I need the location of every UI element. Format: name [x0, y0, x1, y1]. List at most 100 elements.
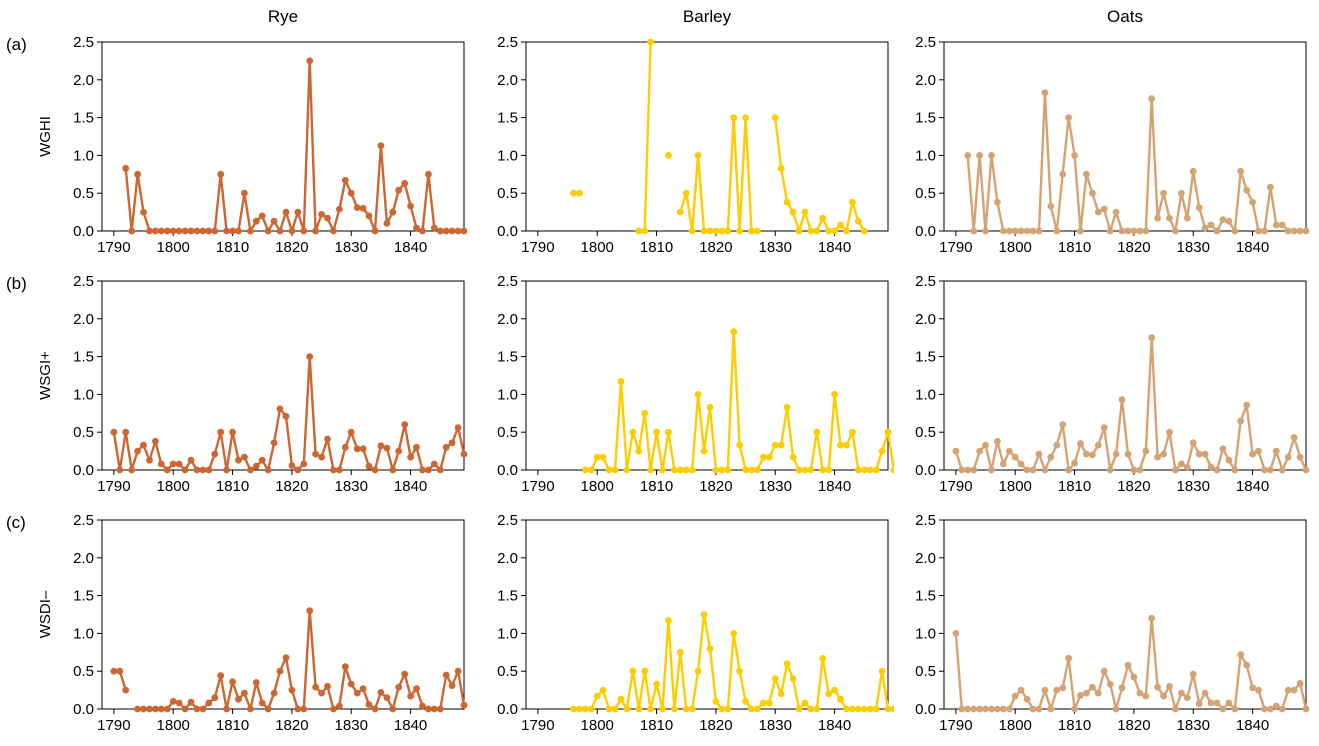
- data-point: [1124, 227, 1132, 235]
- data-point: [641, 409, 649, 417]
- data-point: [294, 208, 302, 216]
- data-point: [181, 227, 189, 235]
- data-point: [1130, 673, 1138, 681]
- data-point: [1011, 692, 1019, 700]
- data-point: [795, 466, 803, 474]
- data-point: [448, 227, 456, 235]
- data-point: [1142, 227, 1150, 235]
- y-tick-label: 1.0: [497, 625, 518, 642]
- data-point: [1035, 450, 1043, 458]
- data-point: [401, 421, 409, 428]
- data-point: [383, 444, 391, 452]
- x-tick-label: 1790: [521, 239, 554, 256]
- data-point: [659, 466, 666, 474]
- y-tick-label: 2.5: [497, 273, 518, 290]
- panel-oats-0: 0.0 0.5 1.0 1.5 2.0 2.5 1790 1800 1810 1820 1830 18…: [915, 34, 1310, 256]
- data-point: [1059, 421, 1067, 428]
- data-point: [1189, 670, 1197, 678]
- x-tick-label: 1820: [1117, 478, 1150, 495]
- data-point: [276, 227, 284, 235]
- data-point: [581, 705, 589, 713]
- data-point: [1106, 680, 1114, 688]
- data-point: [854, 466, 862, 474]
- data-point: [994, 705, 1001, 713]
- data-point: [718, 705, 726, 713]
- data-point: [1183, 463, 1191, 471]
- data-point: [819, 654, 827, 662]
- data-point: [700, 611, 708, 618]
- data-point: [1148, 95, 1156, 103]
- y-tick-label: 1.5: [73, 588, 94, 605]
- data-point: [442, 671, 450, 679]
- data-point: [383, 694, 391, 702]
- data-point: [187, 698, 195, 706]
- data-point: [1225, 699, 1233, 707]
- y-tick-label: 0.0: [915, 223, 936, 240]
- data-point: [223, 227, 231, 235]
- data-point: [982, 705, 989, 713]
- x-tick-label: 1800: [999, 239, 1032, 256]
- y-tick-label: 0.5: [73, 424, 94, 441]
- data-point: [122, 164, 130, 172]
- x-tick-label: 1790: [521, 478, 554, 495]
- series-barley: [581, 328, 894, 474]
- data-point: [801, 208, 809, 216]
- data-point: [1172, 227, 1179, 235]
- data-point: [605, 705, 613, 713]
- data-point: [1302, 705, 1310, 713]
- data-point: [324, 214, 331, 222]
- data-point: [1178, 460, 1185, 468]
- data-point: [169, 698, 177, 705]
- data-point: [1267, 466, 1274, 474]
- series-rye: [122, 57, 468, 235]
- data-point: [754, 227, 761, 235]
- y-tick-label: 2.5: [915, 34, 936, 51]
- data-point: [442, 443, 450, 451]
- data-point: [371, 466, 379, 474]
- data-point: [235, 227, 242, 235]
- data-point: [819, 214, 827, 222]
- data-point: [1023, 227, 1031, 235]
- data-point: [330, 227, 337, 235]
- data-point: [1213, 699, 1221, 707]
- data-point: [783, 198, 791, 206]
- y-tick-label: 0.5: [73, 185, 94, 202]
- data-point: [365, 212, 373, 220]
- data-point: [116, 667, 124, 675]
- data-point: [359, 445, 367, 453]
- data-point: [229, 678, 237, 686]
- y-tick-label: 0.0: [497, 462, 518, 479]
- data-point: [199, 466, 207, 474]
- x-tick-label: 1830: [1177, 239, 1210, 256]
- data-point: [623, 705, 631, 713]
- data-point: [1059, 170, 1067, 178]
- data-point: [116, 466, 124, 474]
- data-point: [736, 441, 743, 449]
- data-point: [252, 217, 260, 225]
- y-tick-label: 1.0: [73, 625, 94, 642]
- data-point: [1106, 227, 1114, 235]
- data-point: [460, 450, 468, 458]
- data-point: [617, 378, 625, 385]
- data-point: [1296, 227, 1304, 235]
- data-point: [229, 227, 237, 235]
- data-point: [294, 466, 302, 474]
- x-tick-label: 1840: [394, 717, 427, 734]
- x-tick-label: 1790: [97, 478, 130, 495]
- x-tick-label: 1830: [335, 478, 368, 495]
- data-point: [282, 654, 290, 661]
- data-point: [341, 176, 349, 184]
- data-point: [128, 227, 136, 235]
- data-point: [1302, 227, 1310, 235]
- data-point: [1189, 439, 1197, 447]
- data-point: [1178, 689, 1185, 697]
- data-point: [395, 683, 403, 691]
- panel-rye-1: 0.0 0.5 1.0 1.5 2.0 2.5 1790 1800 1810 1820 1830 18…: [73, 273, 468, 495]
- y-tick-label: 0.5: [73, 663, 94, 680]
- x-tick-label: 1810: [640, 239, 673, 256]
- data-point: [163, 466, 171, 474]
- panel-oats-2: 0.0 0.5 1.0 1.5 2.0 2.5 1790 1800 1810 1820 1830 18…: [915, 512, 1310, 734]
- data-point: [1290, 686, 1298, 694]
- data-point: [1201, 450, 1209, 458]
- data-point: [146, 705, 153, 713]
